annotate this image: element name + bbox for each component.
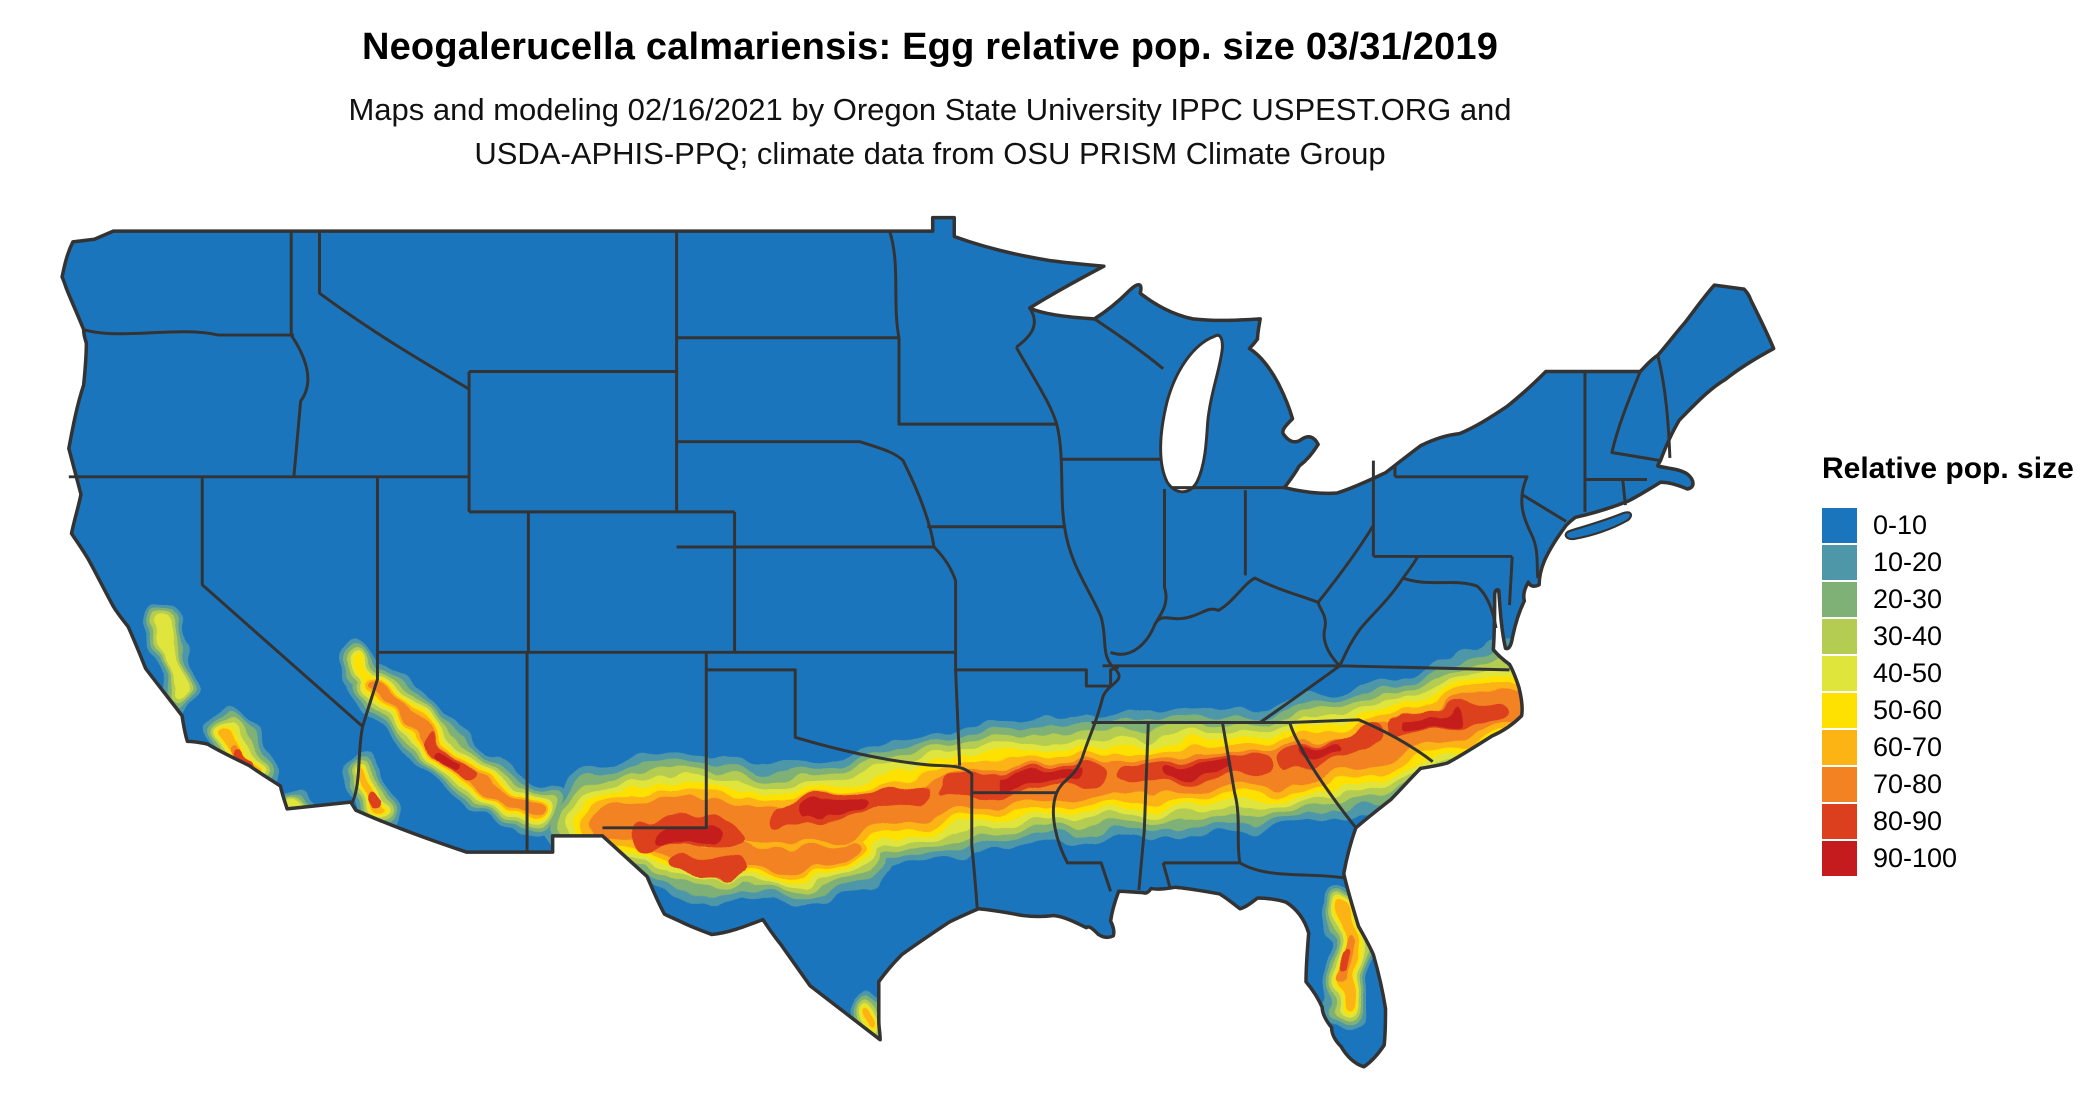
long-island	[1564, 511, 1632, 541]
figure-subtitle-line1: Maps and modeling 02/16/2021 by Oregon S…	[348, 92, 1512, 127]
legend-item: 50-60	[1822, 693, 2074, 728]
legend-item: 40-50	[1822, 656, 2074, 691]
legend-swatch	[1822, 841, 1857, 876]
heat-overlay	[146, 604, 1575, 1042]
us-map	[60, 215, 1776, 1069]
state-borders	[68, 230, 1672, 908]
legend-label: 0-10	[1873, 510, 1928, 540]
legend-label: 30-40	[1873, 621, 1943, 651]
legend-label: 70-80	[1873, 769, 1943, 799]
legend-label: 60-70	[1873, 732, 1943, 762]
legend-swatch	[1822, 619, 1857, 654]
legend-label: 40-50	[1873, 658, 1943, 688]
legend-swatch	[1822, 804, 1857, 839]
legend-item: 0-10	[1822, 508, 2074, 543]
figure-subtitle-line2: USDA-APHIS-PPQ; climate data from OSU PR…	[474, 136, 1386, 171]
legend-label: 80-90	[1873, 806, 1943, 836]
legend-item: 80-90	[1822, 804, 2074, 839]
legend-swatch	[1822, 767, 1857, 802]
country-outline	[60, 215, 1776, 1069]
legend-title: Relative pop. size	[1822, 452, 2074, 485]
legend-swatch	[1822, 545, 1857, 580]
legend-item: 20-30	[1822, 582, 2074, 617]
lake-michigan	[1159, 333, 1224, 494]
legend-swatch	[1822, 582, 1857, 617]
legend-item: 90-100	[1822, 841, 2074, 876]
country-fill	[62, 217, 1774, 1067]
page-title: Neogalerucella calmariensis: Egg relativ…	[361, 26, 1499, 68]
legend-item: 70-80	[1822, 767, 2074, 802]
legend-swatch	[1822, 656, 1857, 691]
legend-label: 90-100	[1873, 843, 1958, 873]
legend-swatch	[1822, 508, 1857, 543]
legend-swatch	[1822, 730, 1857, 765]
legend-item: 60-70	[1822, 730, 2074, 765]
legend-item: 30-40	[1822, 619, 2074, 654]
legend: Relative pop. size 0-10 10-20 20-30 30-4…	[1822, 452, 2074, 878]
legend-swatch	[1822, 693, 1857, 728]
legend-item: 10-20	[1822, 545, 2074, 580]
heat-layer-90-100	[438, 711, 1461, 846]
legend-label: 50-60	[1873, 695, 1943, 725]
legend-label: 10-20	[1873, 547, 1943, 577]
legend-label: 20-30	[1873, 584, 1943, 614]
